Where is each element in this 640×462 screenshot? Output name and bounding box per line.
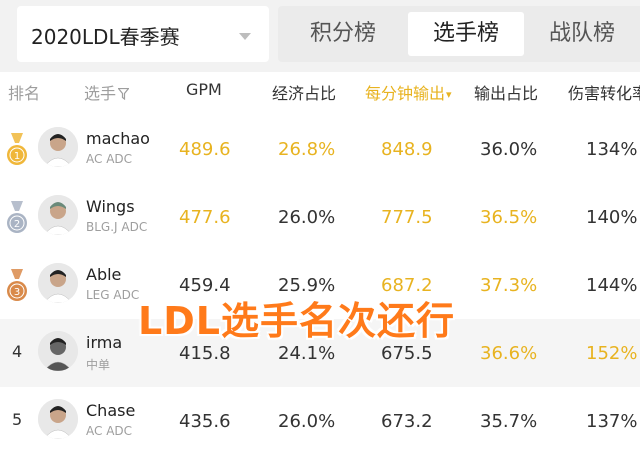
avatar-icon (38, 331, 78, 371)
table-row[interactable]: 3 Able LEG ADC 459.4 25.9% 687.2 37.3% 144% (0, 251, 640, 319)
rank-number: 5 (12, 410, 23, 429)
player-team: 中单 (86, 358, 111, 372)
player-name[interactable]: Wings (86, 197, 135, 216)
cell-dmg-share: 37.3% (480, 275, 538, 296)
cell-dmg-conv: 134% (586, 139, 638, 160)
header-dmg-share[interactable]: 输出占比 (474, 84, 539, 103)
season-dropdown[interactable]: 2020LDL春季赛 (17, 6, 269, 62)
tab-standings[interactable]: 积分榜 (309, 21, 376, 46)
cell-gpm: 435.6 (179, 411, 231, 432)
table-row[interactable]: 2 Wings BLG.J ADC 477.6 26.0% 777.5 36.5% 140… (0, 183, 640, 251)
avatar-icon (38, 399, 78, 439)
rank-number: 4 (12, 342, 23, 361)
header-dpm[interactable]: 每分钟输出▾ (365, 80, 452, 104)
cell-dmg-share: 36.5% (480, 207, 538, 228)
season-label: 2020LDL春季赛 (31, 25, 180, 49)
filter-icon[interactable] (118, 88, 130, 100)
medal-icon: 1 (7, 133, 27, 165)
medal-icon: 2 (7, 201, 27, 233)
header-dpm-label: 每分钟输出 (365, 84, 446, 103)
medal-rank: 2 (14, 219, 20, 230)
avatar[interactable] (38, 127, 78, 167)
player-team: AC ADC (86, 424, 133, 438)
cell-dpm: 687.2 (381, 275, 433, 296)
tab-bar: 积分榜 选手榜 战队榜 (278, 6, 640, 62)
cell-dmg-conv: 152% (586, 343, 638, 364)
header-econ-share[interactable]: 经济占比 (272, 84, 337, 103)
table-header: 排名 选手 GPM 经济占比 每分钟输出▾ 输出占比 伤害转化率 (0, 72, 640, 112)
cell-econ-share: 26.0% (278, 207, 336, 228)
player-team: AC ADC (86, 152, 133, 166)
cell-gpm: 415.8 (179, 343, 231, 364)
cell-dmg-conv: 144% (586, 275, 638, 296)
player-team: BLG.J ADC (86, 220, 148, 234)
avatar[interactable] (38, 195, 78, 235)
cell-econ-share: 26.8% (278, 139, 336, 160)
cell-dmg-share: 36.6% (480, 343, 538, 364)
cell-dmg-conv: 140% (586, 207, 638, 228)
cell-dmg-share: 35.7% (480, 411, 538, 432)
avatar-icon (38, 263, 78, 303)
cell-dmg-conv: 137% (586, 411, 638, 432)
cell-econ-share: 24.1% (278, 343, 336, 364)
avatar-icon (38, 127, 78, 167)
header-dmg-conv[interactable]: 伤害转化率 (568, 84, 640, 103)
table-row[interactable]: 1 machao AC ADC 489.6 26.8% 848.9 36.0% 134% (0, 115, 640, 183)
sort-desc-icon: ▾ (446, 88, 452, 101)
player-name[interactable]: Chase (86, 401, 136, 420)
header-player[interactable]: 选手 (84, 80, 130, 104)
tab-players[interactable]: 选手榜 (408, 12, 524, 56)
avatar-icon (38, 195, 78, 235)
cell-dpm: 777.5 (381, 207, 433, 228)
cell-gpm: 477.6 (179, 207, 231, 228)
player-name[interactable]: machao (86, 129, 150, 148)
avatar[interactable] (38, 399, 78, 439)
player-name[interactable]: Able (86, 265, 122, 284)
table-row[interactable]: 5 Chase AC ADC 435.6 26.0% 673.2 35.7% 137% (0, 387, 640, 455)
tab-teams[interactable]: 战队榜 (548, 21, 615, 46)
medal-rank: 3 (14, 287, 20, 298)
cell-dmg-share: 36.0% (480, 139, 538, 160)
player-team: LEG ADC (86, 288, 140, 302)
medal-rank: 1 (14, 151, 20, 162)
header-gpm[interactable]: GPM (186, 80, 222, 99)
cell-dpm: 848.9 (381, 139, 433, 160)
cell-gpm: 459.4 (179, 275, 231, 296)
avatar[interactable] (38, 263, 78, 303)
cell-econ-share: 25.9% (278, 275, 336, 296)
chevron-down-icon (239, 33, 251, 40)
medal-icon: 3 (7, 269, 27, 301)
header-rank[interactable]: 排名 (8, 84, 41, 103)
avatar[interactable] (38, 331, 78, 371)
header-player-label: 选手 (84, 84, 117, 103)
player-name[interactable]: irma (86, 333, 123, 352)
cell-dpm: 675.5 (381, 343, 433, 364)
cell-gpm: 489.6 (179, 139, 231, 160)
cell-dpm: 673.2 (381, 411, 433, 432)
top-bar: 2020LDL春季赛 积分榜 选手榜 战队榜 (0, 0, 640, 72)
cell-econ-share: 26.0% (278, 411, 336, 432)
table-row[interactable]: 4 irma 中单 415.8 24.1% 675.5 36.6% 152% (0, 319, 640, 387)
